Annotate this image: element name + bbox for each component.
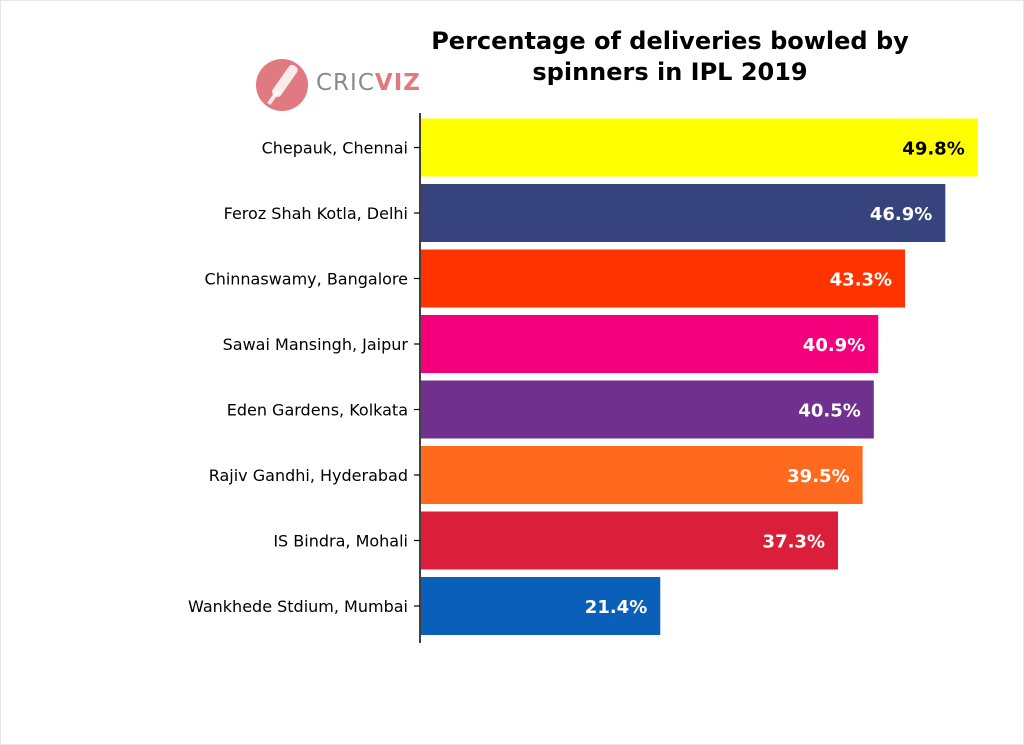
bar <box>421 577 661 635</box>
bar <box>421 118 978 177</box>
y-tick-label: Chinnaswamy, Bangalore <box>205 270 408 289</box>
cricket-bat-icon <box>256 59 308 111</box>
bar <box>421 380 874 439</box>
y-tick-label: Eden Gardens, Kolkata <box>227 401 408 420</box>
data-label: 40.5% <box>798 401 860 422</box>
data-label: 39.5% <box>787 466 849 487</box>
cricviz-logo: CRICVIZ <box>254 56 420 114</box>
y-tick-label: Chepauk, Chennai <box>262 139 408 158</box>
data-label: 46.9% <box>870 204 932 225</box>
y-tick-label: IS Bindra, Mohali <box>273 532 408 551</box>
y-tick-label: Sawai Mansingh, Jaipur <box>223 335 409 354</box>
data-label: 21.4% <box>585 597 647 618</box>
bar <box>421 446 863 504</box>
y-tick-label: Rajiv Gandhi, Hyderabad <box>209 466 408 485</box>
y-tick-label: Wankhede Stdium, Mumbai <box>188 597 408 616</box>
data-label: 40.9% <box>803 335 865 356</box>
logo-text: CRICVIZ <box>316 70 421 96</box>
bar <box>421 511 839 570</box>
data-label: 49.8% <box>902 139 964 160</box>
bar <box>421 184 946 242</box>
data-label: 43.3% <box>830 270 892 291</box>
y-tick-label: Feroz Shah Kotla, Delhi <box>224 204 408 223</box>
bar <box>421 249 906 308</box>
chart-title: Percentage of deliveries bowled by spinn… <box>431 27 909 86</box>
data-label: 37.3% <box>763 532 825 553</box>
bar <box>421 315 879 373</box>
